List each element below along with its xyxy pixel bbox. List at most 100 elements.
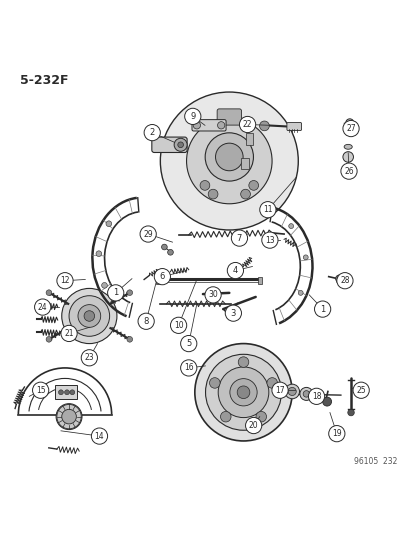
Text: 21: 21 <box>64 329 74 338</box>
Circle shape <box>167 249 173 255</box>
Text: 4: 4 <box>232 266 237 275</box>
Circle shape <box>347 409 354 416</box>
Ellipse shape <box>343 144 351 149</box>
Bar <box>55 385 77 399</box>
FancyBboxPatch shape <box>286 123 301 131</box>
Text: 27: 27 <box>345 124 355 133</box>
Circle shape <box>195 344 292 441</box>
Text: 13: 13 <box>264 236 274 245</box>
Circle shape <box>299 387 312 400</box>
Circle shape <box>204 287 221 303</box>
Circle shape <box>352 382 368 398</box>
Text: 22: 22 <box>242 120 252 129</box>
Text: 28: 28 <box>339 276 349 285</box>
Text: 5: 5 <box>186 339 191 348</box>
Text: 24: 24 <box>38 303 47 312</box>
Circle shape <box>342 120 358 136</box>
Circle shape <box>206 289 214 296</box>
Circle shape <box>328 425 344 442</box>
Circle shape <box>81 350 97 366</box>
Circle shape <box>154 269 170 285</box>
Circle shape <box>199 181 209 190</box>
Circle shape <box>271 382 287 398</box>
Circle shape <box>308 388 324 405</box>
FancyBboxPatch shape <box>216 109 241 125</box>
Text: 6: 6 <box>159 272 165 281</box>
Circle shape <box>184 108 200 125</box>
Circle shape <box>261 232 278 248</box>
Circle shape <box>56 403 82 430</box>
Circle shape <box>255 411 266 422</box>
Circle shape <box>245 417 261 434</box>
Circle shape <box>35 299 51 315</box>
Circle shape <box>240 189 250 199</box>
Circle shape <box>340 163 356 179</box>
Text: 17: 17 <box>275 386 284 395</box>
Circle shape <box>217 122 224 129</box>
Circle shape <box>335 275 342 282</box>
Circle shape <box>58 390 63 395</box>
Circle shape <box>180 360 197 376</box>
Circle shape <box>336 272 352 289</box>
Circle shape <box>84 311 95 321</box>
Circle shape <box>239 116 255 133</box>
Circle shape <box>208 189 217 199</box>
Circle shape <box>170 317 186 334</box>
Circle shape <box>205 133 253 181</box>
Circle shape <box>69 296 109 336</box>
Circle shape <box>218 367 268 417</box>
Text: 1: 1 <box>319 304 325 313</box>
Circle shape <box>259 121 268 131</box>
Circle shape <box>91 428 107 444</box>
Text: 3: 3 <box>230 309 235 318</box>
Circle shape <box>33 382 49 398</box>
Circle shape <box>237 357 248 367</box>
FancyBboxPatch shape <box>192 119 225 131</box>
Circle shape <box>57 272 73 289</box>
Circle shape <box>227 262 243 279</box>
Text: 19: 19 <box>331 429 341 438</box>
Circle shape <box>107 285 123 301</box>
Circle shape <box>106 221 112 227</box>
Circle shape <box>302 391 309 397</box>
Circle shape <box>237 386 249 399</box>
Circle shape <box>225 305 241 321</box>
Bar <box>245 133 252 145</box>
Circle shape <box>297 290 302 295</box>
Circle shape <box>220 411 230 422</box>
Circle shape <box>229 378 256 406</box>
Circle shape <box>284 384 299 399</box>
Circle shape <box>160 92 297 230</box>
Text: 26: 26 <box>343 167 353 176</box>
Circle shape <box>322 397 331 406</box>
FancyBboxPatch shape <box>152 137 187 152</box>
Circle shape <box>180 335 197 352</box>
Circle shape <box>288 224 293 229</box>
Circle shape <box>127 336 132 342</box>
Bar <box>257 278 261 284</box>
Circle shape <box>266 378 277 388</box>
Circle shape <box>174 138 187 151</box>
Circle shape <box>193 122 200 129</box>
Circle shape <box>345 119 353 127</box>
Circle shape <box>350 122 356 128</box>
Text: 7: 7 <box>236 233 242 243</box>
Text: 30: 30 <box>208 290 217 300</box>
Circle shape <box>102 282 107 288</box>
Circle shape <box>231 230 247 246</box>
Circle shape <box>138 313 154 329</box>
Text: 1: 1 <box>113 288 118 297</box>
Circle shape <box>144 125 160 141</box>
Circle shape <box>342 152 353 162</box>
Text: 20: 20 <box>248 421 258 430</box>
Circle shape <box>62 409 76 424</box>
Circle shape <box>61 325 77 342</box>
Text: 12: 12 <box>60 276 69 285</box>
Text: 15: 15 <box>36 386 45 395</box>
Text: 23: 23 <box>84 353 94 362</box>
Text: 16: 16 <box>183 364 193 373</box>
Circle shape <box>259 201 275 218</box>
Circle shape <box>209 378 220 388</box>
Text: 25: 25 <box>356 386 365 395</box>
Text: 29: 29 <box>143 230 153 239</box>
